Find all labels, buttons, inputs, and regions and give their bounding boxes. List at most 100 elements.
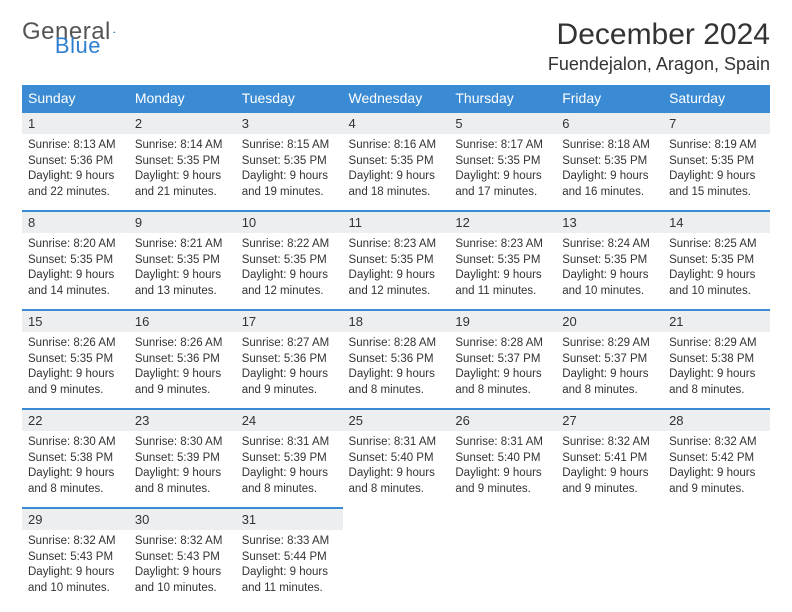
day-header: Sunday [22,85,129,112]
day-number-cell: 29 [22,508,129,530]
day-detail-row: Sunrise: 8:13 AMSunset: 5:36 PMDaylight:… [22,134,770,211]
sunset-text: Sunset: 5:39 PM [242,451,337,467]
day-number: 31 [242,512,256,527]
day-number: 4 [349,116,356,131]
sunset-text: Sunset: 5:35 PM [349,253,444,269]
day-detail-cell: Sunrise: 8:26 AMSunset: 5:36 PMDaylight:… [129,332,236,409]
daylight-text: Daylight: 9 hours and 10 minutes. [28,565,123,596]
day-detail-cell: Sunrise: 8:19 AMSunset: 5:35 PMDaylight:… [663,134,770,211]
day-number: 29 [28,512,42,527]
day-header: Thursday [449,85,556,112]
day-number-cell: 15 [22,310,129,332]
day-number-cell: 25 [343,409,450,431]
day-detail-cell: Sunrise: 8:26 AMSunset: 5:35 PMDaylight:… [22,332,129,409]
day-number: 22 [28,413,42,428]
day-number: 5 [455,116,462,131]
sunset-text: Sunset: 5:37 PM [562,352,657,368]
day-number-cell: 21 [663,310,770,332]
sunset-text: Sunset: 5:39 PM [135,451,230,467]
day-detail-cell: Sunrise: 8:31 AMSunset: 5:40 PMDaylight:… [449,431,556,508]
day-number: 20 [562,314,576,329]
sunset-text: Sunset: 5:35 PM [135,154,230,170]
day-number-cell: 20 [556,310,663,332]
brand-text-2: Blue [55,33,101,59]
day-detail-cell [663,530,770,606]
day-number-cell: 8 [22,211,129,233]
day-number: 13 [562,215,576,230]
day-number-cell: 22 [22,409,129,431]
daylight-text: Daylight: 9 hours and 11 minutes. [455,268,550,299]
day-number: 25 [349,413,363,428]
day-number: 16 [135,314,149,329]
day-detail-cell: Sunrise: 8:28 AMSunset: 5:37 PMDaylight:… [449,332,556,409]
sunrise-text: Sunrise: 8:28 AM [455,336,550,352]
day-number-cell: 14 [663,211,770,233]
sunrise-text: Sunrise: 8:30 AM [28,435,123,451]
day-detail-cell: Sunrise: 8:13 AMSunset: 5:36 PMDaylight:… [22,134,129,211]
sunrise-text: Sunrise: 8:30 AM [135,435,230,451]
sunrise-text: Sunrise: 8:16 AM [349,138,444,154]
day-header: Friday [556,85,663,112]
sunset-text: Sunset: 5:35 PM [455,253,550,269]
daylight-text: Daylight: 9 hours and 8 minutes. [349,367,444,398]
sunset-text: Sunset: 5:43 PM [135,550,230,566]
daylight-text: Daylight: 9 hours and 15 minutes. [669,169,764,200]
daylight-text: Daylight: 9 hours and 12 minutes. [242,268,337,299]
day-number-cell: 9 [129,211,236,233]
sunset-text: Sunset: 5:35 PM [242,154,337,170]
day-number-cell: 2 [129,112,236,134]
sunrise-text: Sunrise: 8:31 AM [349,435,444,451]
sunrise-text: Sunrise: 8:14 AM [135,138,230,154]
daylight-text: Daylight: 9 hours and 21 minutes. [135,169,230,200]
day-number: 19 [455,314,469,329]
sunset-text: Sunset: 5:36 PM [242,352,337,368]
sunset-text: Sunset: 5:40 PM [455,451,550,467]
sunrise-text: Sunrise: 8:31 AM [242,435,337,451]
day-number: 18 [349,314,363,329]
day-number-cell: 10 [236,211,343,233]
sunset-text: Sunset: 5:35 PM [562,154,657,170]
sunrise-text: Sunrise: 8:28 AM [349,336,444,352]
calendar-table: Sunday Monday Tuesday Wednesday Thursday… [22,85,770,606]
daylight-text: Daylight: 9 hours and 8 minutes. [349,466,444,497]
day-header: Saturday [663,85,770,112]
sunrise-text: Sunrise: 8:29 AM [669,336,764,352]
daylight-text: Daylight: 9 hours and 9 minutes. [28,367,123,398]
day-number: 24 [242,413,256,428]
day-number-cell: 28 [663,409,770,431]
day-number-cell: 27 [556,409,663,431]
day-number: 26 [455,413,469,428]
day-number: 9 [135,215,142,230]
day-number-cell: 31 [236,508,343,530]
sunrise-text: Sunrise: 8:32 AM [28,534,123,550]
sunrise-text: Sunrise: 8:27 AM [242,336,337,352]
daylight-text: Daylight: 9 hours and 8 minutes. [562,367,657,398]
day-number: 30 [135,512,149,527]
day-detail-cell: Sunrise: 8:20 AMSunset: 5:35 PMDaylight:… [22,233,129,310]
day-detail-cell: Sunrise: 8:24 AMSunset: 5:35 PMDaylight:… [556,233,663,310]
daylight-text: Daylight: 9 hours and 10 minutes. [562,268,657,299]
daylight-text: Daylight: 9 hours and 8 minutes. [28,466,123,497]
day-detail-cell: Sunrise: 8:14 AMSunset: 5:35 PMDaylight:… [129,134,236,211]
sunrise-text: Sunrise: 8:33 AM [242,534,337,550]
sunset-text: Sunset: 5:44 PM [242,550,337,566]
sunset-text: Sunset: 5:42 PM [669,451,764,467]
sunset-text: Sunset: 5:43 PM [28,550,123,566]
day-number-cell: 17 [236,310,343,332]
day-detail-cell: Sunrise: 8:25 AMSunset: 5:35 PMDaylight:… [663,233,770,310]
sunset-text: Sunset: 5:36 PM [28,154,123,170]
day-detail-cell: Sunrise: 8:32 AMSunset: 5:41 PMDaylight:… [556,431,663,508]
day-number: 17 [242,314,256,329]
day-number-cell: 12 [449,211,556,233]
day-number: 12 [455,215,469,230]
sunset-text: Sunset: 5:40 PM [349,451,444,467]
day-number: 15 [28,314,42,329]
sunset-text: Sunset: 5:38 PM [28,451,123,467]
title-block: December 2024 Fuendejalon, Aragon, Spain [548,18,770,75]
day-detail-cell: Sunrise: 8:22 AMSunset: 5:35 PMDaylight:… [236,233,343,310]
daylight-text: Daylight: 9 hours and 13 minutes. [135,268,230,299]
day-detail-cell: Sunrise: 8:32 AMSunset: 5:43 PMDaylight:… [22,530,129,606]
day-number-cell: 3 [236,112,343,134]
daylight-text: Daylight: 9 hours and 17 minutes. [455,169,550,200]
day-detail-cell: Sunrise: 8:33 AMSunset: 5:44 PMDaylight:… [236,530,343,606]
